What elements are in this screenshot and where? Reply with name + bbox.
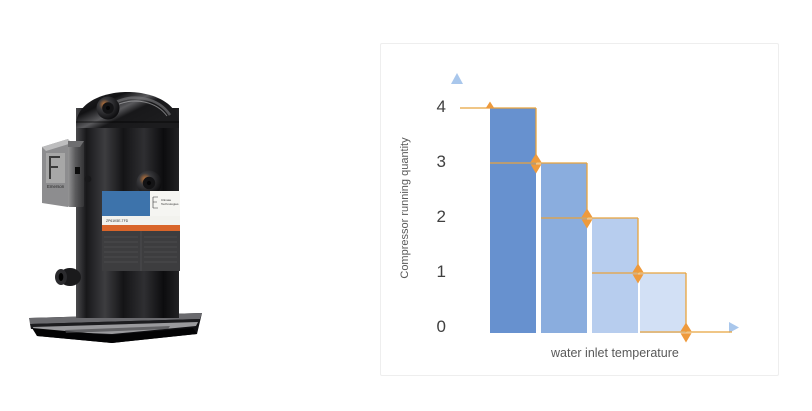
- svg-text:2: 2: [437, 207, 446, 226]
- svg-text:Technologies: Technologies: [161, 202, 179, 206]
- svg-text:water inlet temperature: water inlet temperature: [550, 346, 679, 360]
- svg-text:4: 4: [437, 97, 446, 116]
- svg-text:3: 3: [437, 152, 446, 171]
- svg-text:Emerson: Emerson: [47, 184, 65, 189]
- svg-text:ZP61K5E-TFD: ZP61K5E-TFD: [106, 219, 129, 223]
- svg-text:Compressor running quantity: Compressor running quantity: [399, 137, 411, 279]
- svg-text:0: 0: [437, 317, 446, 336]
- svg-text:1: 1: [437, 262, 446, 281]
